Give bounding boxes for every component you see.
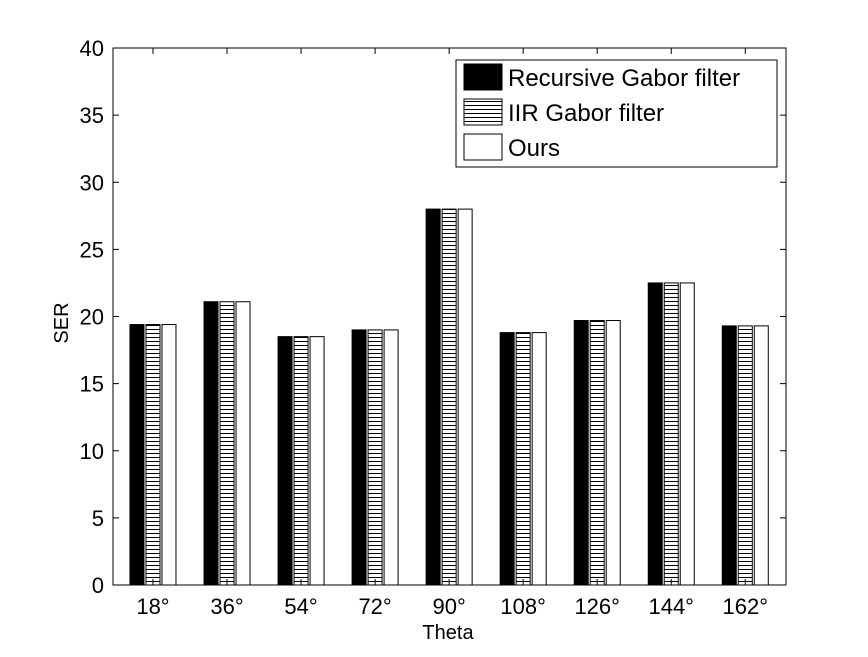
y-tick-label: 40	[80, 36, 104, 61]
x-tick-label: 162°	[723, 594, 769, 619]
x-tick-label: 144°	[648, 594, 694, 619]
x-tick-label: 90°	[432, 594, 465, 619]
x-tick-label: 72°	[358, 594, 391, 619]
bar-2-0	[161, 324, 177, 586]
bar-0-0	[129, 324, 145, 586]
x-tick-label: 108°	[500, 594, 546, 619]
bar-2-6	[605, 320, 621, 586]
x-tick-label: 18°	[136, 594, 169, 619]
x-axis-title: Theta	[422, 622, 474, 644]
legend-label-0: Recursive Gabor filter	[508, 65, 740, 92]
bar-1-1	[219, 301, 235, 586]
bar-1-5	[515, 332, 531, 586]
legend-swatch-2	[463, 133, 503, 161]
bar-2-1	[235, 301, 251, 586]
y-tick-label: 35	[80, 103, 104, 128]
bar-2-8	[753, 325, 769, 586]
bar-2-5	[531, 332, 547, 586]
legend: Recursive Gabor filter IIR Gabor filter Ou…	[455, 59, 778, 168]
x-tick-label: 126°	[574, 594, 620, 619]
bar-1-4	[441, 208, 457, 586]
y-axis-title: SER	[51, 302, 73, 343]
bar-0-3	[351, 329, 367, 586]
y-tick-label: 0	[92, 573, 104, 598]
y-tick-label: 15	[80, 372, 104, 397]
bars-group	[129, 208, 769, 586]
bar-1-6	[589, 320, 605, 586]
x-tick-label: 36°	[210, 594, 243, 619]
y-tick-label: 30	[80, 170, 104, 195]
bar-1-0	[145, 324, 161, 586]
bar-0-2	[277, 336, 293, 586]
bar-0-4	[425, 208, 441, 586]
legend-label-2: Ours	[508, 135, 560, 162]
bar-2-7	[679, 282, 695, 586]
y-tick-label: 10	[80, 439, 104, 464]
bar-1-2	[293, 336, 309, 586]
bar-1-3	[367, 329, 383, 586]
bar-0-1	[203, 301, 219, 586]
bar-0-5	[499, 332, 515, 586]
x-tick-label: 54°	[284, 594, 317, 619]
bar-0-7	[647, 282, 663, 586]
y-tick-label: 25	[80, 237, 104, 262]
bar-1-8	[737, 325, 753, 586]
legend-box	[455, 59, 778, 168]
bar-0-8	[721, 325, 737, 586]
bar-0-6	[573, 320, 589, 586]
legend-label-1: IIR Gabor filter	[508, 100, 664, 127]
bar-1-7	[663, 282, 679, 586]
bar-2-4	[457, 208, 473, 586]
legend-swatch-1	[463, 98, 503, 126]
bar-2-2	[309, 336, 325, 586]
axes-group: 18° 36° 54° 72° 90° 108° 126° 144° 162° 0 5 10 15 20 2…	[80, 36, 786, 619]
legend-swatch-0	[463, 63, 503, 91]
y-tick-label: 5	[92, 506, 104, 531]
y-tick-label: 20	[80, 305, 104, 330]
bar-2-3	[383, 329, 399, 586]
